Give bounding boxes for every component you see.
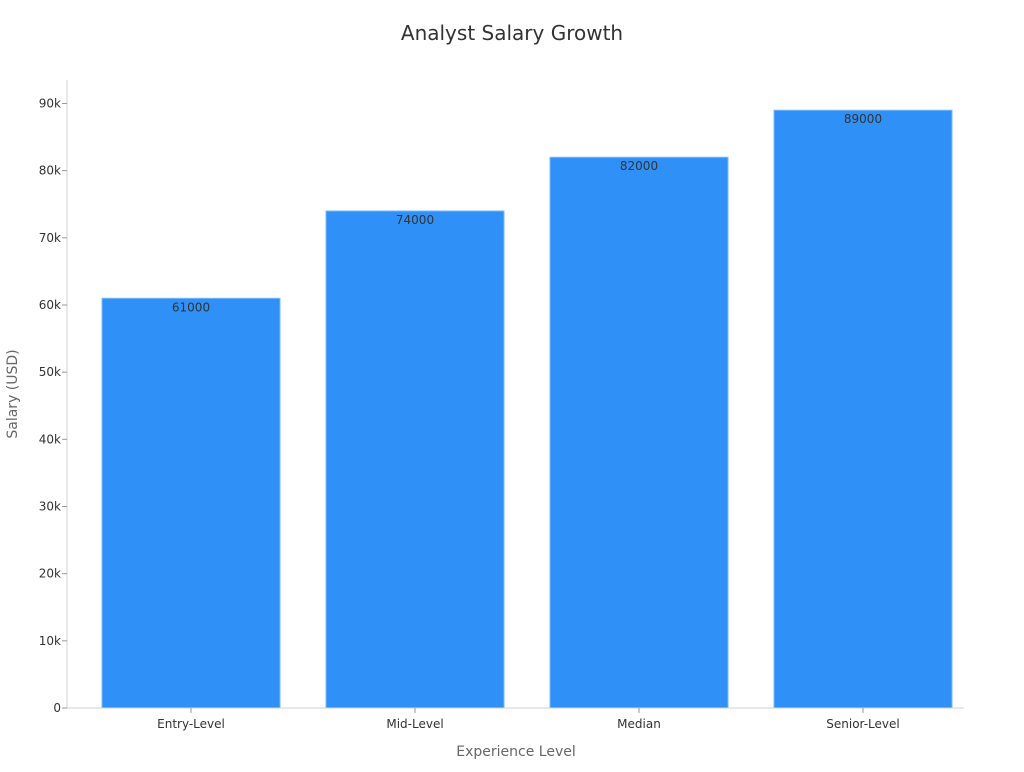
y-tick-label: 90k — [39, 97, 61, 111]
x-tick-label: Entry-Level — [157, 717, 225, 731]
y-tick-label: 70k — [39, 231, 61, 245]
y-tick-label: 40k — [39, 432, 61, 446]
x-axis-title: Experience Level — [456, 744, 575, 760]
axes-layer — [66, 80, 964, 709]
bar-mid-level — [325, 210, 505, 709]
bars-layer: 61000 74000 82000 89000 — [101, 109, 953, 709]
bar-senior-level — [773, 109, 953, 709]
chart-title: Analyst Salary Growth — [401, 21, 623, 45]
x-tick-label: Senior-Level — [826, 717, 899, 731]
data-label: 74000 — [396, 213, 434, 227]
x-ticks: Entry-Level Mid-Level Median Senior-Level — [157, 708, 900, 731]
data-label: 61000 — [172, 300, 210, 314]
data-label: 82000 — [620, 159, 658, 173]
bar-entry-level — [101, 297, 281, 709]
bar-median — [549, 156, 729, 709]
y-tick-label: 0 — [53, 701, 61, 715]
y-axis-title: Salary (USD) — [5, 349, 21, 438]
y-tick-label: 10k — [39, 634, 61, 648]
y-ticks: 0 10k 20k 30k 40k 50k 60k 70k 80k 90k — [39, 97, 67, 715]
x-tick-label: Mid-Level — [386, 717, 443, 731]
y-tick-label: 60k — [39, 298, 61, 312]
y-tick-label: 80k — [39, 164, 61, 178]
y-tick-label: 20k — [39, 567, 61, 581]
x-tick-label: Median — [617, 717, 661, 731]
data-label: 89000 — [844, 112, 882, 126]
y-tick-label: 30k — [39, 500, 61, 514]
y-tick-label: 50k — [39, 365, 61, 379]
